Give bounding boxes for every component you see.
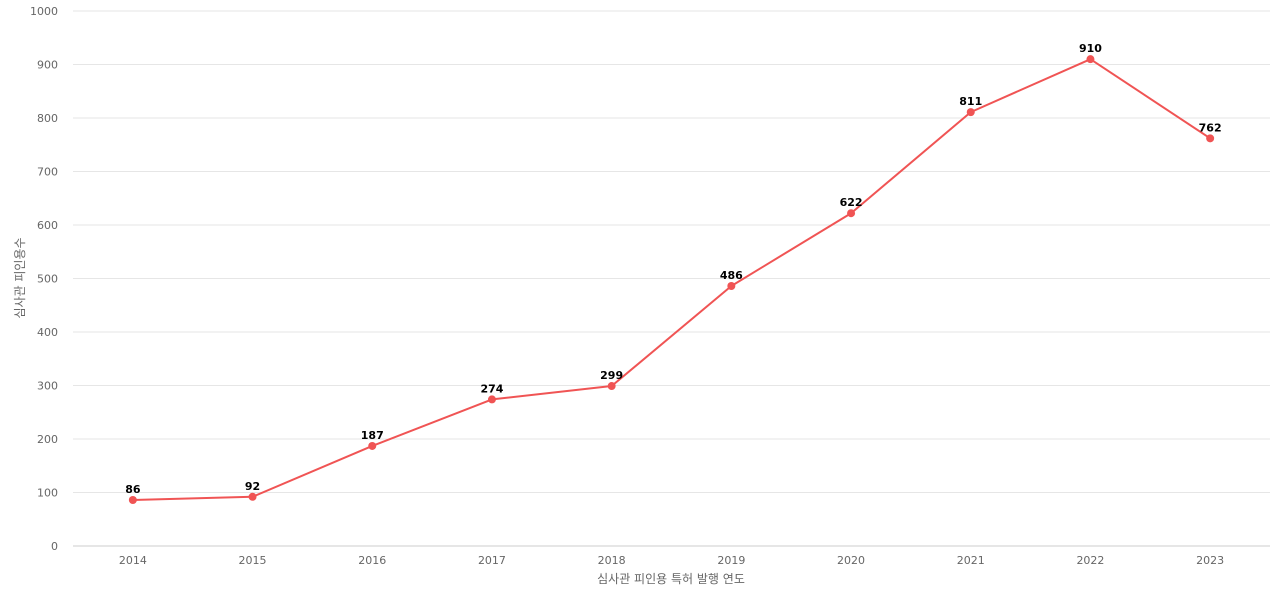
x-tick-label: 2019 [717, 554, 745, 567]
x-tick-label: 2021 [957, 554, 985, 567]
data-label: 92 [245, 480, 260, 493]
x-tick-label: 2014 [119, 554, 147, 567]
points-layer [128, 55, 1215, 504]
gridlines [73, 10, 1270, 547]
data-label: 622 [840, 196, 863, 209]
data-point[interactable] [487, 395, 496, 404]
y-tick-label: 600 [37, 219, 58, 232]
data-point[interactable] [607, 382, 616, 391]
data-label: 274 [480, 382, 503, 395]
y-tick-label: 700 [37, 166, 58, 179]
data-point[interactable] [368, 441, 377, 450]
y-tick-label: 300 [37, 380, 58, 393]
y-tick-label: 100 [37, 487, 58, 500]
data-label: 299 [600, 369, 623, 382]
data-label: 86 [125, 483, 141, 496]
data-label: 762 [1199, 121, 1222, 134]
x-tick-label: 2015 [239, 554, 267, 567]
y-tick-label: 0 [51, 540, 58, 553]
data-point[interactable] [1206, 134, 1215, 143]
data-point[interactable] [966, 108, 975, 117]
data-point[interactable] [727, 281, 736, 290]
data-label: 486 [720, 269, 743, 282]
x-axis-ticks: 2014 2015 2016 2017 2018 2019 2020 2021 2022 2023 [119, 554, 1224, 567]
y-tick-label: 1000 [30, 5, 58, 18]
data-label: 910 [1079, 42, 1102, 55]
x-tick-label: 2020 [837, 554, 865, 567]
x-tick-label: 2017 [478, 554, 506, 567]
series-layer [132, 58, 1211, 501]
series-line [132, 58, 1211, 501]
data-point[interactable] [1086, 55, 1095, 64]
y-tick-label: 800 [37, 112, 58, 125]
data-label: 187 [361, 429, 384, 442]
x-tick-label: 2016 [358, 554, 386, 567]
y-tick-label: 200 [37, 433, 58, 446]
x-tick-label: 2023 [1196, 554, 1224, 567]
y-axis-title: 심사관 피인용수 [13, 237, 27, 318]
data-labels: 86 92 187 274 299 486 622 811 910 762 [125, 42, 1221, 496]
y-tick-label: 900 [37, 59, 58, 72]
data-point[interactable] [847, 209, 856, 218]
x-axis-title: 심사관 피인용 특허 발행 연도 [597, 571, 745, 586]
data-point[interactable] [248, 492, 257, 501]
data-label: 811 [959, 95, 982, 108]
data-point[interactable] [128, 495, 137, 504]
x-tick-label: 2022 [1076, 554, 1104, 567]
y-axis-ticks: 0 100 200 300 400 500 600 700 800 900 1000 [30, 5, 58, 553]
y-tick-label: 400 [37, 326, 58, 339]
y-tick-label: 500 [37, 273, 58, 286]
x-tick-label: 2018 [598, 554, 626, 567]
